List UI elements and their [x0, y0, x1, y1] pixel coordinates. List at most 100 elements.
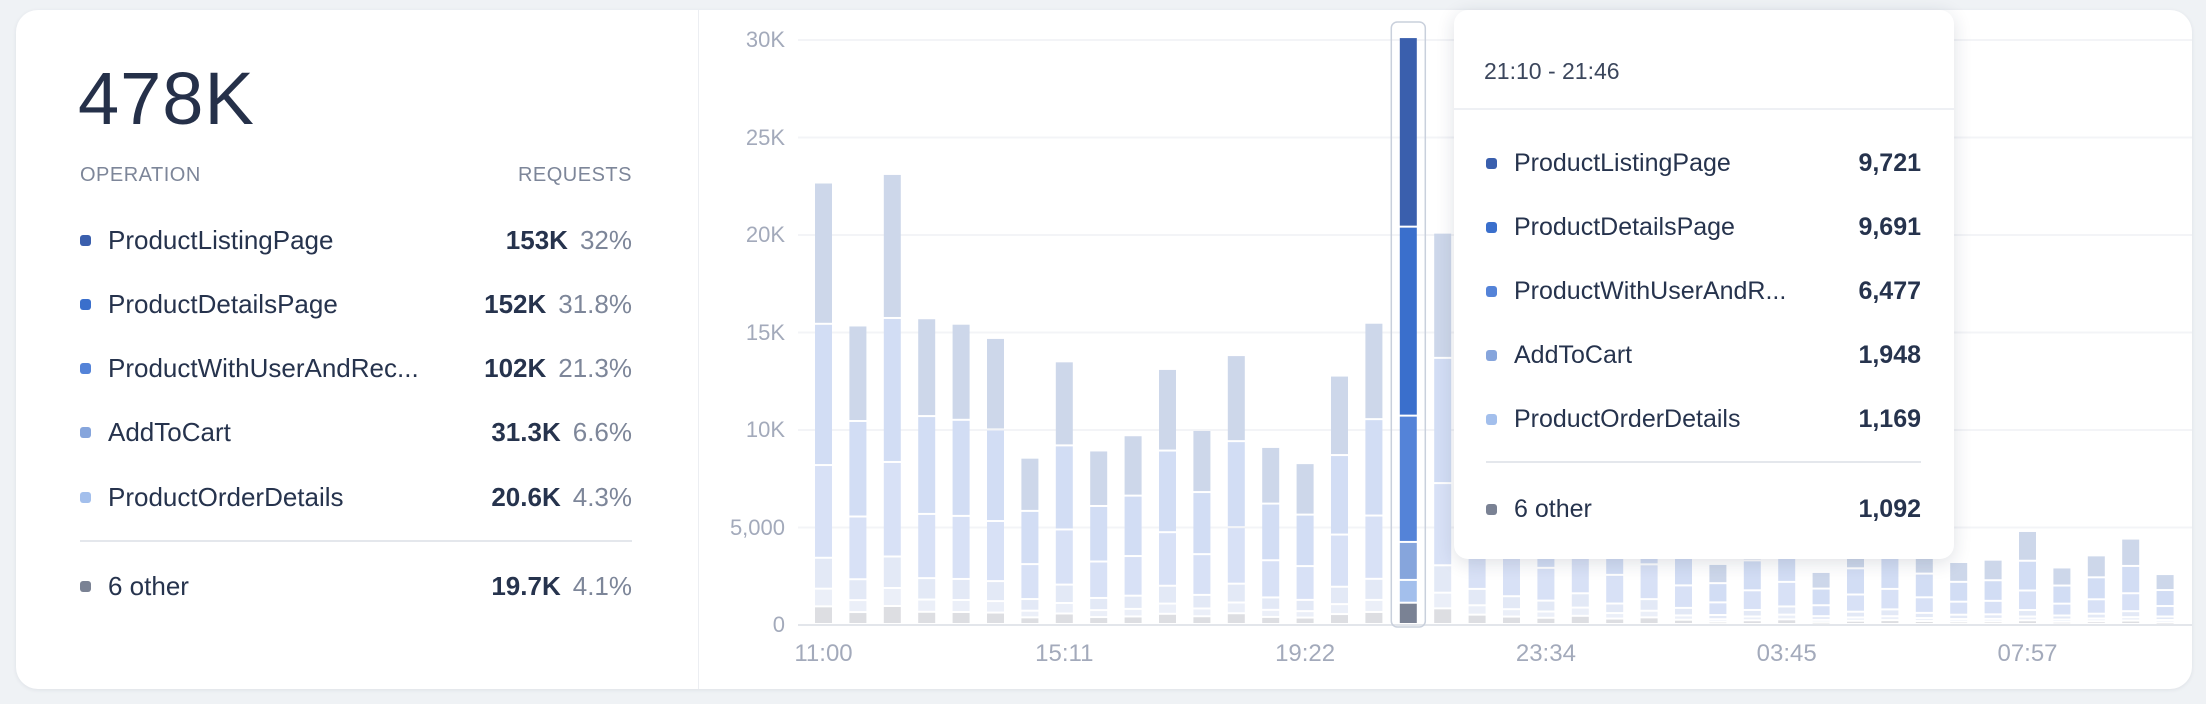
series-dot-icon [1486, 285, 1497, 297]
operation-name: ProductDetailsPage [108, 288, 338, 319]
bar-segment-5 [1159, 614, 1176, 623]
bar-segment-1 [815, 324, 832, 465]
bar-segment-5 [1468, 615, 1486, 623]
x-tick-label: 11:00 [794, 640, 853, 667]
bar-segment-0 [1227, 356, 1245, 441]
bar-segment-2 [1124, 557, 1142, 595]
bar-segment-4 [1571, 608, 1589, 615]
bar-segment-4 [1399, 580, 1417, 602]
bar-segment-1 [918, 417, 936, 513]
tooltip-series-value: 6,477 [1858, 276, 1921, 305]
bar-segment-5 [1365, 612, 1383, 623]
bar-segment-2 [1090, 562, 1108, 597]
bar-segment-5 [1262, 617, 1280, 623]
bar-segment-5 [2087, 622, 2105, 623]
bar-segment-0 [1090, 451, 1108, 505]
bar-segment-1 [1365, 420, 1383, 515]
bar-segment-3 [1124, 596, 1142, 608]
bar-segment-5 [1606, 619, 1624, 623]
bar-segment-5 [1743, 621, 1761, 623]
bar-segment-1 [1950, 582, 1968, 601]
bar-segment-5 [1434, 609, 1452, 623]
bar-segment-1 [2122, 566, 2140, 593]
series-dot-icon [1486, 349, 1497, 361]
bar-segment-4 [1090, 611, 1108, 617]
bar-segment-2 [1537, 568, 1555, 600]
x-tick-label: 23:34 [1515, 640, 1576, 667]
bar-segment-2 [1915, 598, 1933, 612]
bar-segment-3 [1984, 615, 2002, 618]
bar-segment-2 [952, 516, 970, 578]
summary-row[interactable]: ProductListingPage 153K 32% [80, 223, 632, 257]
bar-segment-3 [1296, 600, 1314, 611]
bar-segment-0 [2156, 575, 2174, 590]
bar-segment-1 [1847, 569, 1864, 594]
operation-percent: 31.8% [558, 288, 632, 319]
tooltip-row: ProductDetailsPage 9,691 [1486, 210, 1921, 244]
bar-segment-0 [1950, 562, 1968, 581]
bar-segment-4 [1124, 609, 1142, 616]
bar-segment-0 [2122, 539, 2140, 565]
bar-segment-2 [1227, 528, 1245, 583]
bar-segment-4 [815, 589, 832, 606]
bar-segment-3 [1537, 601, 1555, 611]
summary-row[interactable]: ProductDetailsPage 152K 31.8% [80, 287, 632, 321]
summary-row[interactable]: ProductOrderDetails 20.6K 4.3% [80, 480, 632, 514]
bar-segment-2 [2156, 607, 2174, 616]
bar-segment-2 [883, 462, 901, 556]
bar-segment-1 [1331, 456, 1348, 534]
bar-segment-4 [1984, 619, 2002, 621]
bar-segment-5 [1503, 617, 1520, 623]
bar-segment-2 [1675, 586, 1692, 607]
bar-segment-1 [1090, 506, 1108, 561]
bar-segment-2 [2053, 604, 2071, 615]
bar-segment-0 [1709, 564, 1727, 583]
bar-segment-1 [2156, 591, 2174, 606]
bar-segment-0 [1365, 323, 1383, 419]
bar-segment-3 [1640, 600, 1658, 610]
total-requests: 478K [78, 57, 255, 140]
bar-segment-4 [1950, 620, 1968, 621]
bar-segment-1 [987, 430, 1004, 521]
operation-requests: 102K [484, 353, 547, 384]
bar-segment-0 [849, 326, 867, 420]
bar-segment-4 [987, 602, 1004, 612]
bar-segment-5 [2053, 622, 2071, 624]
y-tick-label: 15K [745, 319, 785, 345]
tooltip-row-other: 6 other 1,092 [1486, 492, 1921, 526]
summary-row[interactable]: AddToCart 31.3K 6.6% [80, 416, 632, 450]
bar-segment-3 [1950, 615, 1968, 619]
bar-segment-0 [2019, 531, 2036, 560]
operation-percent: 4.1% [572, 570, 632, 601]
bar-segment-4 [2053, 620, 2071, 621]
bar-segment-4 [1606, 614, 1624, 618]
y-tick-label: 25K [745, 124, 785, 150]
summary-row-other[interactable]: 6 other 19.7K 4.1% [80, 569, 632, 603]
summary-row[interactable]: ProductWithUserAndRec... 102K 21.3% [80, 352, 632, 386]
series-dot-icon [1486, 413, 1497, 425]
bar-segment-4 [1675, 616, 1692, 619]
operation-name: ProductListingPage [108, 224, 334, 255]
bar-segment-5 [1021, 618, 1039, 623]
highlight-frame [1390, 21, 1427, 628]
series-dot-icon [80, 234, 91, 246]
bar-segment-2 [2122, 594, 2140, 611]
bar-segment-3 [2087, 614, 2105, 618]
bar-segment-1 [1709, 584, 1727, 602]
operation-percent: 32% [579, 224, 632, 255]
bar-segment-2 [1159, 533, 1176, 585]
bar-segment-3 [1743, 610, 1761, 616]
bar-segment-5 [2156, 623, 2174, 624]
bar-segment-3 [1399, 542, 1417, 579]
bar-segment-4 [1227, 603, 1245, 613]
tooltip-row: ProductListingPage 9,721 [1486, 146, 1921, 180]
operation-percent: 21.3% [558, 353, 632, 384]
tooltip-series-name: ProductDetailsPage [1514, 212, 1735, 241]
series-dot-icon [1486, 157, 1497, 169]
bar-segment-3 [1193, 595, 1211, 608]
operation-requests: 153K [505, 224, 568, 255]
x-tick-label: 19:22 [1275, 640, 1336, 667]
bar-segment-3 [815, 558, 832, 588]
operation-name: ProductOrderDetails [108, 481, 344, 512]
tooltip-header-divider [1454, 108, 1954, 110]
